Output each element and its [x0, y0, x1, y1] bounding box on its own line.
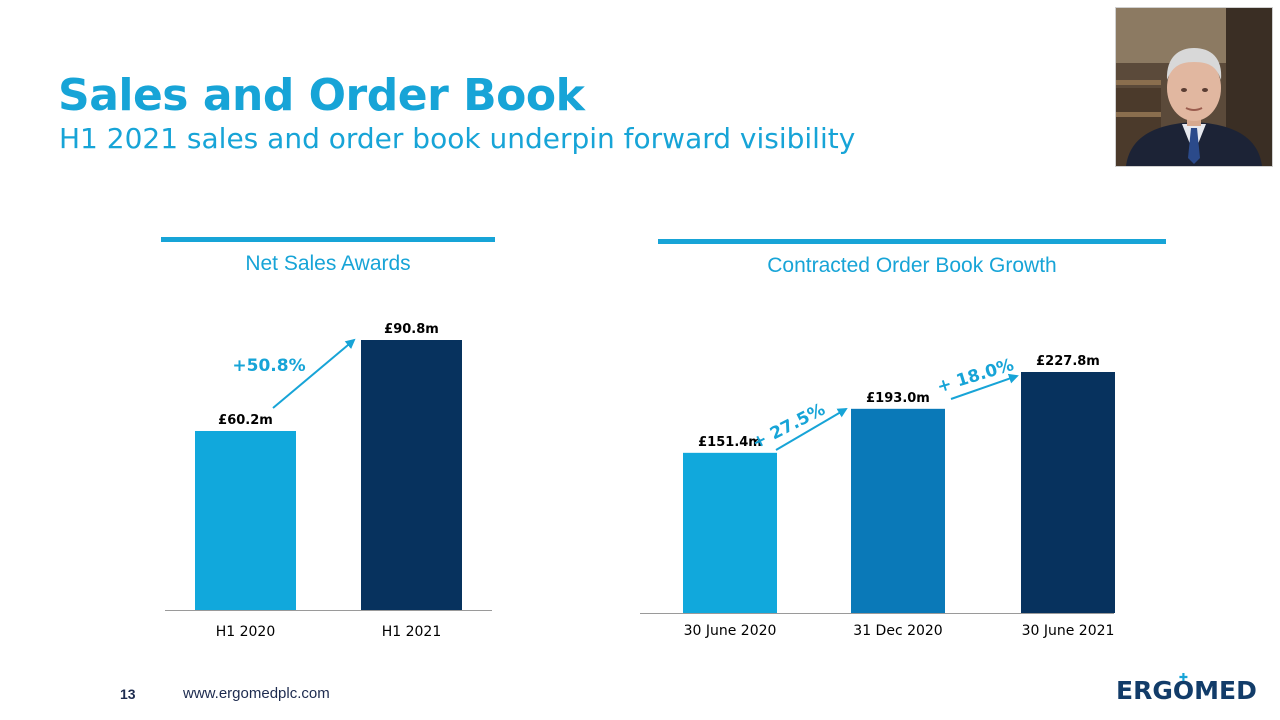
- x-tick-label: H1 2020: [216, 624, 276, 640]
- chart-header-rule: [161, 237, 495, 242]
- x-tick-label: 31 Dec 2020: [853, 623, 942, 639]
- order-book-chart: Contracted Order Book Growth £151.4m 30 J…: [640, 239, 1166, 639]
- page-title: Sales and Order Book: [58, 70, 585, 121]
- chart-title: Contracted Order Book Growth: [767, 254, 1056, 277]
- chart-header-rule: [658, 239, 1166, 244]
- logo-cross-icon: ✚: [1178, 671, 1189, 684]
- page-number: 13: [120, 686, 136, 702]
- chart-title: Net Sales Awards: [245, 252, 410, 275]
- presenter-video: [1115, 7, 1273, 167]
- growth-arrow: [950, 373, 1019, 400]
- growth-arrow: [775, 407, 848, 451]
- bar: [1021, 372, 1115, 613]
- bar: [195, 430, 296, 610]
- bar: [361, 340, 462, 610]
- growth-arrow: [272, 338, 356, 409]
- growth-annotation: +50.8%: [232, 356, 305, 376]
- x-tick-label: 30 June 2021: [1022, 623, 1115, 639]
- x-tick-label: H1 2021: [382, 624, 442, 640]
- net-sales-chart: Net Sales Awards £60.2m H1 2020 £90.8m H1 2…: [161, 237, 495, 640]
- data-label: £227.8m: [1036, 354, 1100, 369]
- data-label: £193.0m: [866, 391, 930, 406]
- data-label: £60.2m: [218, 413, 273, 428]
- page-subtitle: H1 2021 sales and order book underpin fo…: [59, 122, 856, 155]
- ergomed-logo: ERGO ✚ MED: [1116, 671, 1257, 705]
- bar: [683, 452, 777, 613]
- logo-text-right: MED: [1194, 676, 1257, 705]
- data-label: £151.4m: [698, 435, 762, 450]
- logo-text-left: ERG: [1116, 676, 1173, 705]
- x-tick-label: 30 June 2020: [684, 623, 777, 639]
- data-label: £90.8m: [384, 322, 439, 337]
- logo-o: O ✚: [1172, 671, 1195, 705]
- bar: [851, 408, 945, 613]
- footer-url-link[interactable]: www.ergomedplc.com: [183, 685, 330, 702]
